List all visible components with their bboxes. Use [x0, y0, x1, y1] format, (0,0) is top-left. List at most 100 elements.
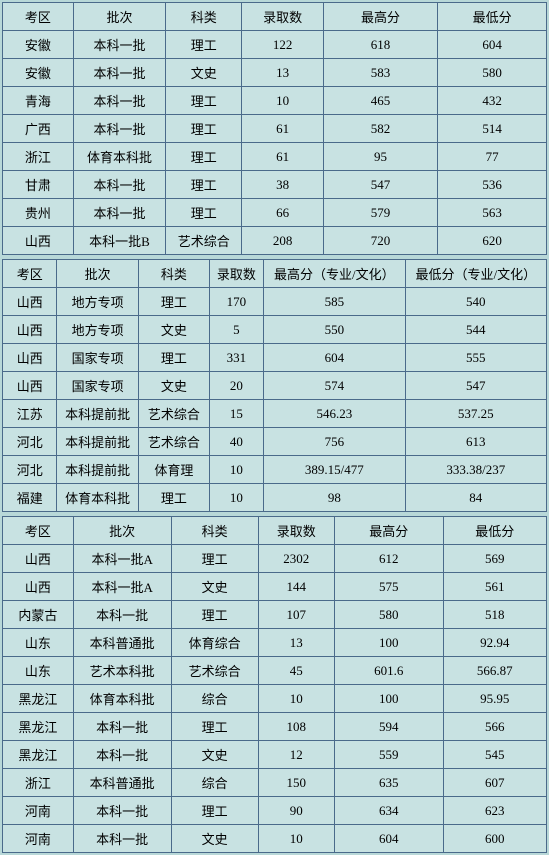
table-cell: 理工: [166, 31, 242, 59]
table-cell: 432: [438, 87, 547, 115]
table-cell: 本科一批A: [73, 545, 171, 573]
table-cell: 514: [438, 115, 547, 143]
table-row: 青海本科一批理工10465432: [3, 87, 547, 115]
table-cell: 综合: [171, 685, 258, 713]
table-cell: 安徽: [3, 59, 74, 87]
table-row: 山西国家专项理工331604555: [3, 344, 547, 372]
table-cell: 理工: [138, 484, 209, 512]
admissions-table-3: 考区 批次 科类 录取数 最高分 最低分 山西本科一批A理工2302612569…: [2, 516, 547, 853]
table-cell: 170: [209, 288, 263, 316]
table-cell: 100: [334, 685, 443, 713]
table-cell: 601.6: [334, 657, 443, 685]
table-cell: 体育本科批: [73, 143, 165, 171]
table-cell: 本科一批: [73, 31, 165, 59]
table-row: 安徽本科一批文史13583580: [3, 59, 547, 87]
table-cell: 107: [258, 601, 334, 629]
col-header: 最低分（专业/文化）: [405, 260, 546, 288]
table-cell: 634: [334, 797, 443, 825]
col-header: 批次: [73, 3, 165, 31]
table-cell: 575: [334, 573, 443, 601]
table-row: 河北本科提前批体育理10389.15/477333.38/237: [3, 456, 547, 484]
table-cell: 2302: [258, 545, 334, 573]
table-cell: 580: [438, 59, 547, 87]
col-header: 最低分: [443, 517, 546, 545]
table-cell: 5: [209, 316, 263, 344]
table-cell: 理工: [166, 87, 242, 115]
col-header: 录取数: [242, 3, 324, 31]
table-cell: 理工: [166, 143, 242, 171]
table-cell: 95: [323, 143, 437, 171]
table-row: 安徽本科一批理工122618604: [3, 31, 547, 59]
col-header: 最高分: [334, 517, 443, 545]
table-cell: 10: [258, 825, 334, 853]
table-cell: 文史: [166, 59, 242, 87]
table-row: 黑龙江体育本科批综合1010095.95: [3, 685, 547, 713]
table-cell: 山东: [3, 657, 74, 685]
table-cell: 13: [242, 59, 324, 87]
table-cell: 98: [264, 484, 405, 512]
col-header: 录取数: [258, 517, 334, 545]
col-header: 科类: [166, 3, 242, 31]
col-header: 最高分（专业/文化）: [264, 260, 405, 288]
col-header: 考区: [3, 260, 57, 288]
table-cell: 理工: [138, 344, 209, 372]
table-cell: 理工: [171, 601, 258, 629]
tables-container: 考区 批次 科类 录取数 最高分 最低分 安徽本科一批理工122618604安徽…: [0, 0, 549, 855]
table-row: 山西地方专项文史5550544: [3, 316, 547, 344]
table-cell: 河北: [3, 428, 57, 456]
table-header-row: 考区 批次 科类 录取数 最高分 最低分: [3, 517, 547, 545]
table-cell: 144: [258, 573, 334, 601]
col-header: 批次: [57, 260, 139, 288]
table-body: 山西本科一批A理工2302612569山西本科一批A文史144575561内蒙古…: [3, 545, 547, 853]
table-cell: 38: [242, 171, 324, 199]
col-header: 考区: [3, 3, 74, 31]
table-cell: 理工: [171, 713, 258, 741]
table-cell: 本科一批: [73, 171, 165, 199]
table-cell: 618: [323, 31, 437, 59]
table-cell: 61: [242, 115, 324, 143]
table-cell: 文史: [171, 825, 258, 853]
table-cell: 艺术综合: [171, 657, 258, 685]
table-cell: 江苏: [3, 400, 57, 428]
table-cell: 本科普通批: [73, 629, 171, 657]
table-cell: 理工: [166, 199, 242, 227]
table-body: 安徽本科一批理工122618604安徽本科一批文史13583580青海本科一批理…: [3, 31, 547, 255]
table-cell: 566.87: [443, 657, 546, 685]
admissions-table-2: 考区 批次 科类 录取数 最高分（专业/文化） 最低分（专业/文化） 山西地方专…: [2, 259, 547, 512]
table-cell: 465: [323, 87, 437, 115]
table-cell: 黑龙江: [3, 741, 74, 769]
table-row: 山东本科普通批体育综合1310092.94: [3, 629, 547, 657]
table-cell: 本科一批: [73, 797, 171, 825]
table-cell: 108: [258, 713, 334, 741]
col-header: 科类: [138, 260, 209, 288]
table-cell: 地方专项: [57, 288, 139, 316]
table-cell: 613: [405, 428, 546, 456]
table-cell: 604: [334, 825, 443, 853]
table-header-row: 考区 批次 科类 录取数 最高分 最低分: [3, 3, 547, 31]
table-cell: 本科普通批: [73, 769, 171, 797]
table-cell: 福建: [3, 484, 57, 512]
table-cell: 艺术综合: [138, 428, 209, 456]
table-cell: 580: [334, 601, 443, 629]
table-cell: 安徽: [3, 31, 74, 59]
table-cell: 内蒙古: [3, 601, 74, 629]
table-cell: 浙江: [3, 769, 74, 797]
table-cell: 山西: [3, 316, 57, 344]
table-row: 河北本科提前批艺术综合40756613: [3, 428, 547, 456]
table-cell: 体育本科批: [73, 685, 171, 713]
table-row: 山东艺术本科批艺术综合45601.6566.87: [3, 657, 547, 685]
table-cell: 545: [443, 741, 546, 769]
table-cell: 理工: [166, 171, 242, 199]
col-header: 批次: [73, 517, 171, 545]
table-cell: 10: [209, 456, 263, 484]
table-row: 内蒙古本科一批理工107580518: [3, 601, 547, 629]
table-cell: 594: [334, 713, 443, 741]
table-cell: 66: [242, 199, 324, 227]
table-cell: 理工: [138, 288, 209, 316]
table-row: 河南本科一批文史10604600: [3, 825, 547, 853]
table-cell: 综合: [171, 769, 258, 797]
table-cell: 546.23: [264, 400, 405, 428]
table-cell: 艺术综合: [138, 400, 209, 428]
table-cell: 黑龙江: [3, 685, 74, 713]
table-cell: 150: [258, 769, 334, 797]
